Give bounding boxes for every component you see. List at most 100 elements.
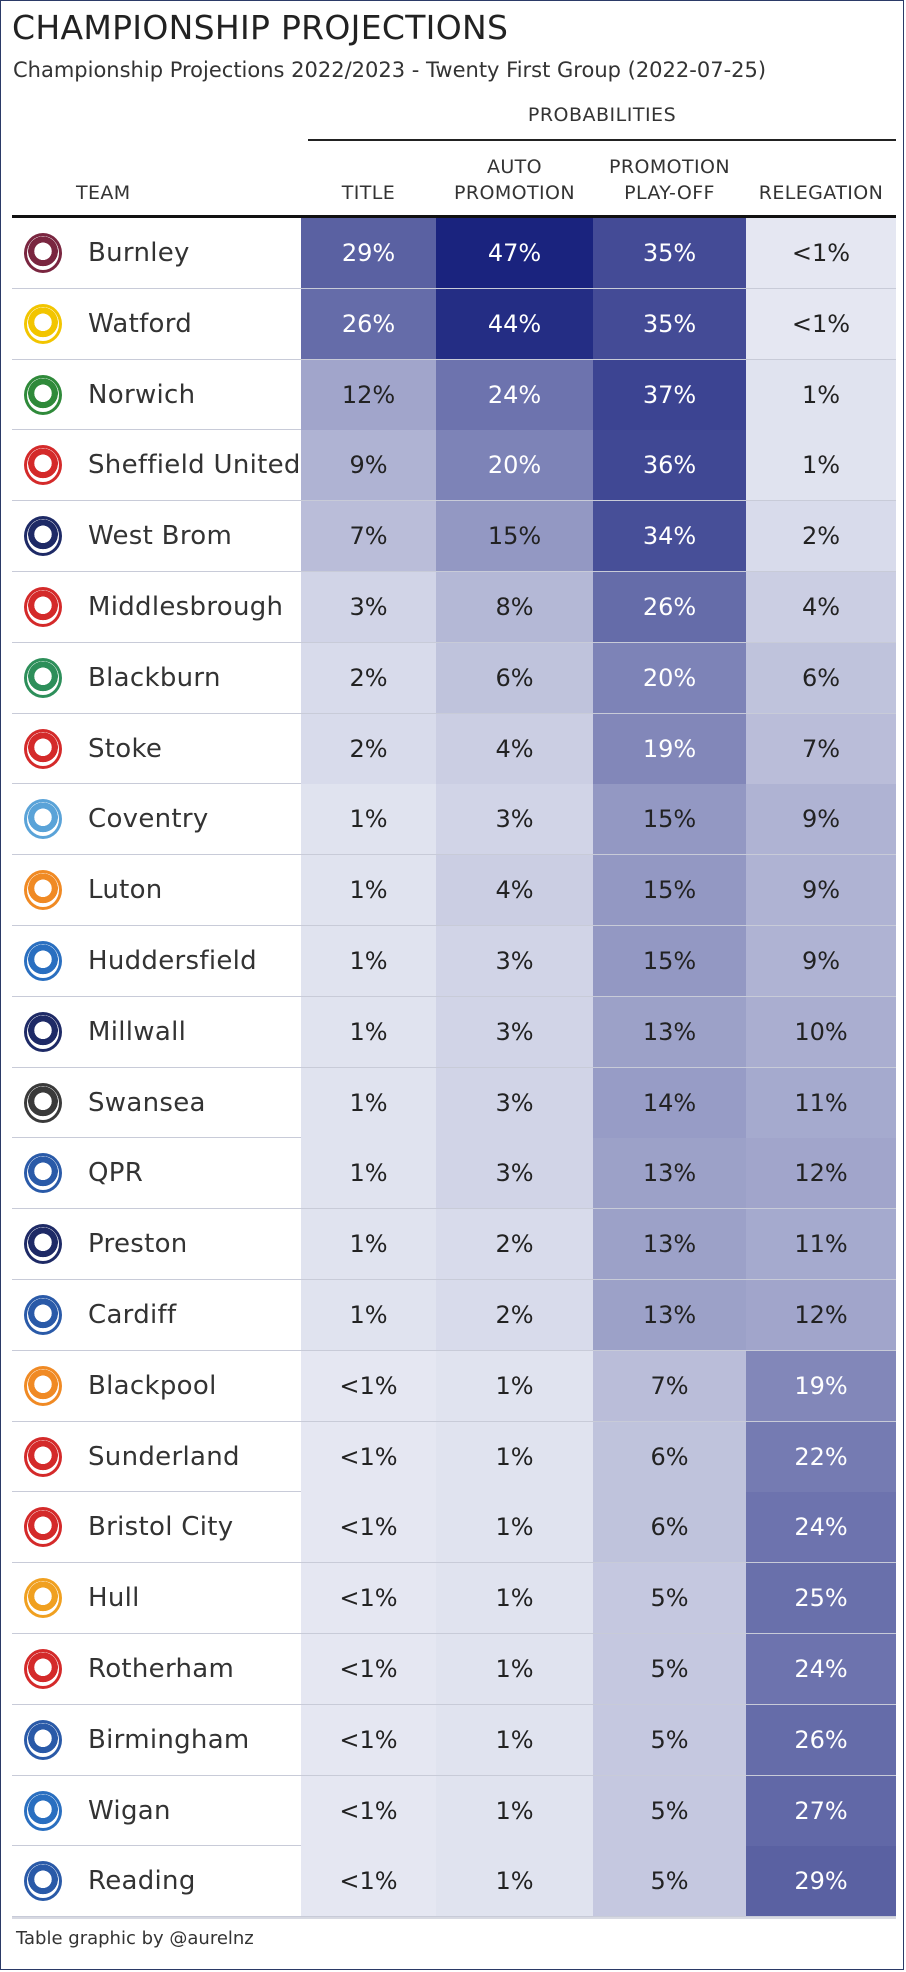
team-name: Birmingham (88, 1724, 250, 1755)
table-row: Cardiff 1% 2% 13% 12% (12, 1279, 896, 1351)
team-name: Reading (88, 1866, 196, 1897)
table-row: Reading <1% 1% 5% 29% (12, 1846, 896, 1918)
team-name: Sheffield United (88, 450, 301, 481)
table-row: QPR 1% 3% 13% 12% (12, 1138, 896, 1210)
cell-playoff: 15% (593, 855, 746, 926)
cell-title: 1% (301, 996, 436, 1067)
cell-relegation: 7% (746, 713, 896, 784)
cell-playoff: 37% (593, 359, 746, 430)
cell-auto: 2% (436, 1279, 593, 1350)
table-row: Preston 1% 2% 13% 11% (12, 1209, 896, 1280)
cell-title: <1% (301, 1846, 436, 1917)
team-name: Watford (88, 308, 193, 339)
cell-title: 29% (301, 218, 436, 288)
cell-auto: 2% (436, 1209, 593, 1280)
cell-relegation: 10% (746, 996, 896, 1067)
col-header-relegation-line-1: RELEGATION (758, 182, 884, 204)
table-row: Watford 26% 44% 35% <1% (12, 288, 896, 360)
team-crest-icon (24, 728, 62, 769)
cell-title: 26% (301, 288, 436, 359)
table-row: Burnley 29% 47% 35% <1% (12, 218, 896, 289)
team-crest-icon (24, 1365, 62, 1406)
cell-auto: 3% (436, 784, 593, 855)
team-crest-icon (24, 516, 62, 557)
team-crest-icon (24, 1861, 62, 1902)
team-name: Bristol City (88, 1512, 234, 1543)
team-name: Wigan (88, 1795, 171, 1826)
team-crest-icon (24, 1153, 62, 1194)
team-crest-icon (24, 1436, 62, 1477)
col-header-auto-line-2: PROMOTION (454, 182, 575, 204)
cell-playoff: 19% (593, 713, 746, 784)
cell-relegation: 24% (746, 1492, 896, 1563)
cell-title: 12% (301, 359, 436, 430)
team-crest-icon (24, 1790, 62, 1831)
footer-rule (12, 1917, 896, 1919)
cell-title: 1% (301, 925, 436, 996)
team-crest-icon (24, 586, 62, 627)
cell-playoff: 35% (593, 288, 746, 359)
cell-playoff: 7% (593, 1350, 746, 1421)
team-name: Cardiff (88, 1299, 177, 1330)
table-row: Norwich 12% 24% 37% 1% (12, 359, 896, 431)
cell-auto: 1% (436, 1492, 593, 1563)
col-header-auto-promotion: AUTO PROMOTION (436, 150, 593, 206)
cell-auto: 1% (436, 1563, 593, 1634)
cell-relegation: 26% (746, 1704, 896, 1775)
table-row: Middlesbrough 3% 8% 26% 4% (12, 571, 896, 643)
chart-footer: Table graphic by @aurelnz (16, 1928, 254, 1949)
table-row: Coventry 1% 3% 15% 9% (12, 784, 896, 856)
table-row: Rotherham <1% 1% 5% 24% (12, 1633, 896, 1705)
cell-playoff: 6% (593, 1421, 746, 1492)
cell-relegation: 11% (746, 1067, 896, 1138)
cell-playoff: 6% (593, 1492, 746, 1563)
col-header-team-line-1: TEAM (76, 182, 131, 204)
table-row: Swansea 1% 3% 14% 11% (12, 1067, 896, 1139)
team-crest-icon (24, 445, 62, 486)
cell-auto: 4% (436, 713, 593, 784)
cell-playoff: 20% (593, 642, 746, 713)
cell-playoff: 15% (593, 784, 746, 855)
table-row: Sheffield United 9% 20% 36% 1% (12, 430, 896, 502)
cell-auto: 3% (436, 925, 593, 996)
cell-title: 7% (301, 501, 436, 572)
team-name: Rotherham (88, 1653, 235, 1684)
col-header-relegation: RELEGATION (746, 150, 896, 206)
team-name: QPR (88, 1158, 144, 1189)
cell-relegation: 12% (746, 1279, 896, 1350)
cell-relegation: 1% (746, 430, 896, 501)
table-row: Blackburn 2% 6% 20% 6% (12, 642, 896, 714)
cell-title: 3% (301, 571, 436, 642)
cell-playoff: 34% (593, 501, 746, 572)
cell-title: 1% (301, 784, 436, 855)
team-name: Burnley (88, 238, 190, 268)
cell-relegation: 29% (746, 1846, 896, 1917)
team-crest-icon (24, 1294, 62, 1335)
cell-playoff: 35% (593, 218, 746, 288)
team-crest-icon (24, 657, 62, 698)
cell-playoff: 13% (593, 1209, 746, 1280)
cell-auto: 1% (436, 1350, 593, 1421)
col-header-title-line-1: TITLE (341, 182, 396, 204)
team-name: Preston (88, 1229, 188, 1260)
probabilities-group-rule (308, 139, 896, 141)
cell-playoff: 13% (593, 996, 746, 1067)
cell-auto: 8% (436, 571, 593, 642)
table-row: Blackpool <1% 1% 7% 19% (12, 1350, 896, 1422)
table-row: Bristol City <1% 1% 6% 24% (12, 1492, 896, 1564)
cell-auto: 24% (436, 359, 593, 430)
table-row: Millwall 1% 3% 13% 10% (12, 996, 896, 1068)
cell-title: <1% (301, 1350, 436, 1421)
team-crest-icon (24, 1011, 62, 1052)
cell-relegation: 19% (746, 1350, 896, 1421)
team-crest-icon (24, 374, 62, 415)
table-row: Sunderland <1% 1% 6% 22% (12, 1421, 896, 1493)
cell-title: 1% (301, 1067, 436, 1138)
cell-playoff: 13% (593, 1138, 746, 1209)
team-name: Huddersfield (88, 945, 257, 976)
team-crest-icon (24, 303, 62, 344)
chart-subtitle: Championship Projections 2022/2023 - Twe… (13, 58, 767, 82)
table-row: Luton 1% 4% 15% 9% (12, 855, 896, 926)
cell-auto: 3% (436, 996, 593, 1067)
